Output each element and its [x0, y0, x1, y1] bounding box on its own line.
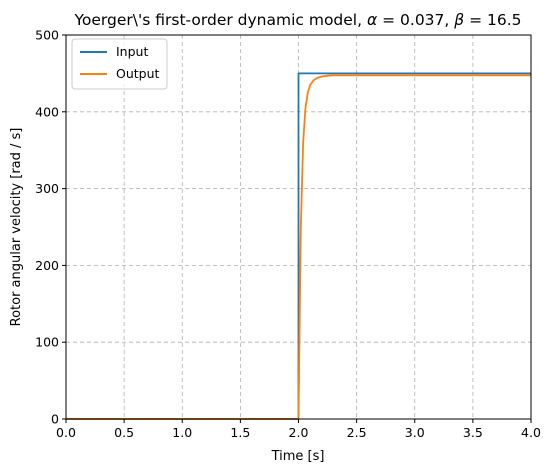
series-line-output: [66, 74, 531, 420]
y-tick-label: 300: [35, 181, 59, 196]
y-tick-label: 200: [35, 258, 59, 273]
x-tick-label: 4.0: [521, 425, 541, 440]
chart-title: Yoerger\'s first-order dynamic model, α …: [73, 11, 521, 29]
ticks: 0.0 0.5 1.0 1.5 2.0 2.5 3.0 3.5 4.0 0 100 200 300 400…: [35, 28, 541, 441]
legend-label-input: Input: [116, 44, 148, 59]
x-tick-label: 1.5: [230, 425, 250, 440]
y-tick-label: 0: [51, 412, 59, 427]
y-tick-label: 100: [35, 335, 59, 350]
x-axis-label: Time [s]: [271, 449, 325, 464]
x-tick-label: 2.0: [289, 425, 309, 440]
x-tick-label: 2.5: [347, 425, 367, 440]
x-tick-label: 0.5: [114, 425, 134, 440]
legend: Input Output: [71, 38, 168, 90]
legend-label-output: Output: [116, 66, 160, 81]
x-tick-label: 3.0: [405, 425, 425, 440]
x-tick-label: 3.5: [463, 425, 483, 440]
y-tick-label: 500: [35, 28, 59, 43]
x-tick-label: 1.0: [172, 425, 192, 440]
x-tick-label: 0.0: [56, 425, 76, 440]
y-axis-label: Rotor angular velocity [rad / s]: [9, 128, 24, 327]
y-tick-label: 400: [35, 104, 59, 119]
